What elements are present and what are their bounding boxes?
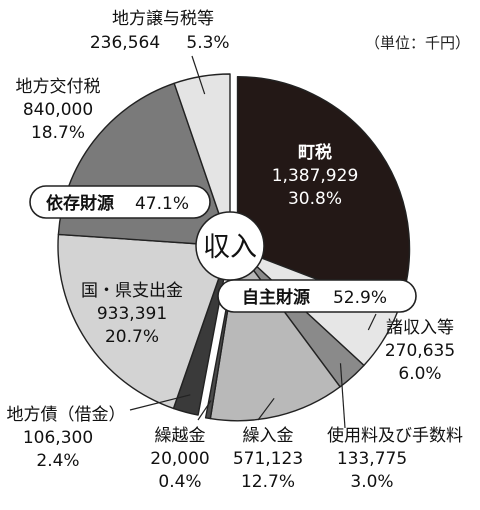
slice-percent-misc-income: 6.0% <box>398 364 441 384</box>
slice-percent-transfers: 12.7% <box>241 472 295 492</box>
leader-line-misc-income <box>367 313 377 331</box>
slice-value-transfer-tax: 236,564 <box>90 33 160 53</box>
slice-label-carryover: 繰越金 20,000 0.4% <box>150 426 209 492</box>
slice-percent-local-allocation-tax: 18.7% <box>31 123 85 143</box>
slice-label-subsidies: 国・県支出金 933,391 20.7% <box>81 281 183 347</box>
slice-label-transfers: 繰入金 571,123 12.7% <box>233 426 303 492</box>
slice-label-fees: 使用料及び手数料 133,775 3.0% <box>327 425 463 492</box>
pie-slice-transfer-tax <box>173 73 231 247</box>
slice-name-transfer-tax: 地方譲与税等 <box>112 9 214 29</box>
slice-percent-carryover: 0.4% <box>158 472 201 492</box>
slice-name-carryover: 繰越金 <box>155 426 206 446</box>
slice-percent-subsidies: 20.7% <box>105 327 159 347</box>
slice-percent-fees: 3.0% <box>350 472 393 492</box>
center-label: 収入 <box>203 232 257 263</box>
group-label-dependent: 依存財源 <box>46 193 114 214</box>
slice-label-local-bonds: 地方債（借金） 106,300 2.4% <box>7 405 126 471</box>
slice-percent-town-tax: 30.8% <box>288 189 342 209</box>
pie-slice-subsidies <box>57 233 231 410</box>
slice-value-carryover: 20,000 <box>150 449 209 469</box>
group-label-own: 自主財源 <box>242 287 310 308</box>
slice-percent-local-bonds: 2.4% <box>36 451 79 471</box>
slice-name-subsidies: 国・県支出金 <box>81 281 183 301</box>
pie-slice-town-tax <box>236 76 411 312</box>
slice-label-town-tax: 町税 1,387,929 30.8% <box>272 142 359 209</box>
slice-name-local-allocation-tax: 地方交付税 <box>16 77 101 97</box>
slice-name-misc-income: 諸収入等 <box>386 318 454 338</box>
leader-line-carryover <box>197 400 212 421</box>
slice-name-local-bonds: 地方債（借金） <box>7 405 126 425</box>
group-percent-dependent: 47.1% <box>135 194 189 214</box>
leader-line-transfer-tax <box>191 55 206 95</box>
slice-name-transfers: 繰入金 <box>243 426 294 446</box>
group-percent-own: 52.9% <box>333 288 387 308</box>
slice-label-local-allocation-tax: 地方交付税 840,000 18.7% <box>16 77 101 143</box>
slice-value-transfers: 571,123 <box>233 449 303 469</box>
slice-name-fees: 使用料及び手数料 <box>327 425 463 446</box>
slice-name-town-tax: 町税 <box>298 142 332 163</box>
slice-percent-transfer-tax: 5.3% <box>186 33 229 53</box>
slice-label-misc-income: 諸収入等 270,635 6.0% <box>385 318 455 384</box>
group-badge-dependent <box>29 185 211 219</box>
slice-value-local-bonds: 106,300 <box>23 428 93 448</box>
leader-line-local-bonds <box>129 394 191 411</box>
slice-value-fees: 133,775 <box>337 449 407 469</box>
slice-value-misc-income: 270,635 <box>385 341 455 361</box>
slice-value-town-tax: 1,387,929 <box>272 166 359 186</box>
leader-line-transfers <box>257 397 275 421</box>
slice-label-transfer-tax: 地方譲与税等 236,564 5.3% <box>90 9 230 53</box>
slice-value-subsidies: 933,391 <box>97 304 167 324</box>
group-badge-own <box>217 279 417 313</box>
unit-label: （単位：千円） <box>365 34 470 52</box>
leader-line-fees <box>339 363 346 429</box>
slice-value-local-allocation-tax: 840,000 <box>23 100 93 120</box>
